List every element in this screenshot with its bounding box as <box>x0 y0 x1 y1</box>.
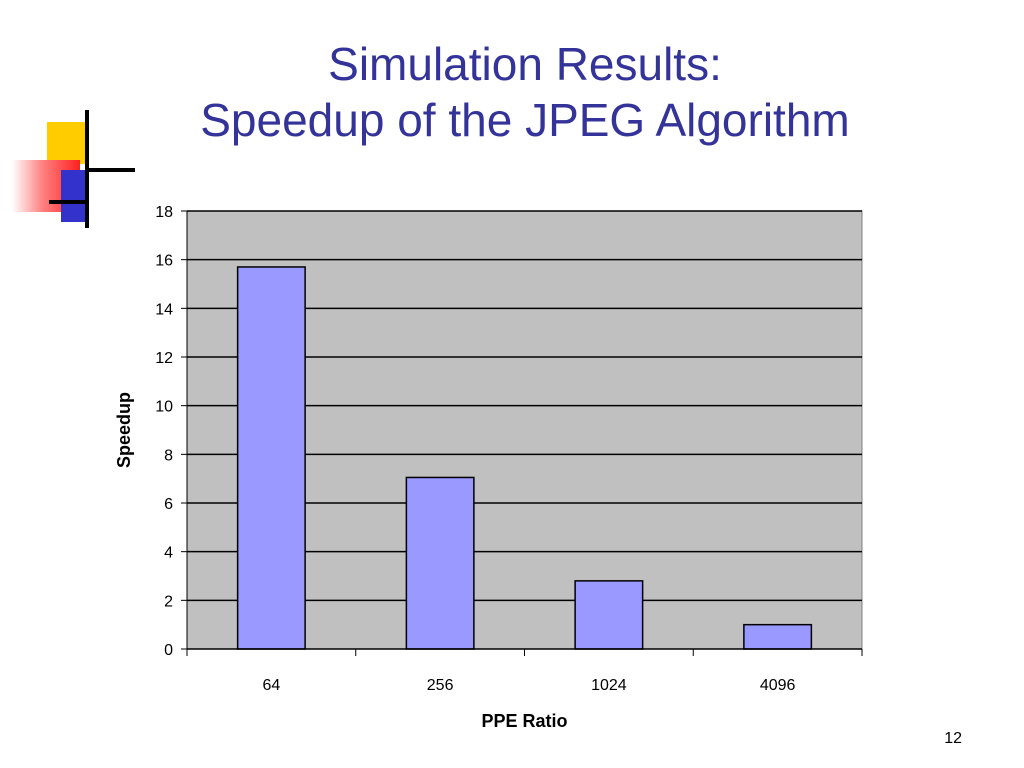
slide-title-line1: Simulation Results: <box>328 38 722 90</box>
decoration-yellow-square <box>47 122 87 164</box>
x-tick-label: 4096 <box>760 677 796 694</box>
x-tick-label: 64 <box>262 677 280 694</box>
x-tick-label: 256 <box>427 677 454 694</box>
page-number: 12 <box>944 730 962 747</box>
y-tick-labels: 0 2 4 6 8 10 12 14 16 18 <box>155 204 173 659</box>
decoration-horizontal-line-short <box>49 200 85 204</box>
y-tick-label: 2 <box>164 593 173 610</box>
decoration-horizontal-line <box>85 168 135 172</box>
y-tick-label: 8 <box>164 447 173 464</box>
y-tick-label: 16 <box>155 253 173 270</box>
x-tick-label: 1024 <box>591 677 627 694</box>
decoration-blue-square <box>61 170 85 222</box>
y-tick-label: 12 <box>155 350 173 367</box>
x-tick-labels: 64 256 1024 4096 <box>262 677 795 694</box>
axes <box>181 210 863 656</box>
y-tick-label: 4 <box>164 545 173 562</box>
bar <box>574 580 644 650</box>
y-tick-label: 14 <box>155 301 173 318</box>
bar <box>236 266 306 650</box>
y-tick-label: 6 <box>164 496 173 513</box>
x-axis-label: PPE Ratio <box>481 711 567 731</box>
bar <box>743 623 813 650</box>
bar <box>405 476 475 650</box>
y-tick-label: 18 <box>155 204 173 221</box>
y-axis-label: Speedup <box>114 392 134 468</box>
slide-title: Simulation Results: Speedup of the JPEG … <box>100 36 950 148</box>
slide-title-line2: Speedup of the JPEG Algorithm <box>200 94 850 146</box>
y-tick-label: 10 <box>155 399 173 416</box>
y-tick-label: 0 <box>164 642 173 659</box>
